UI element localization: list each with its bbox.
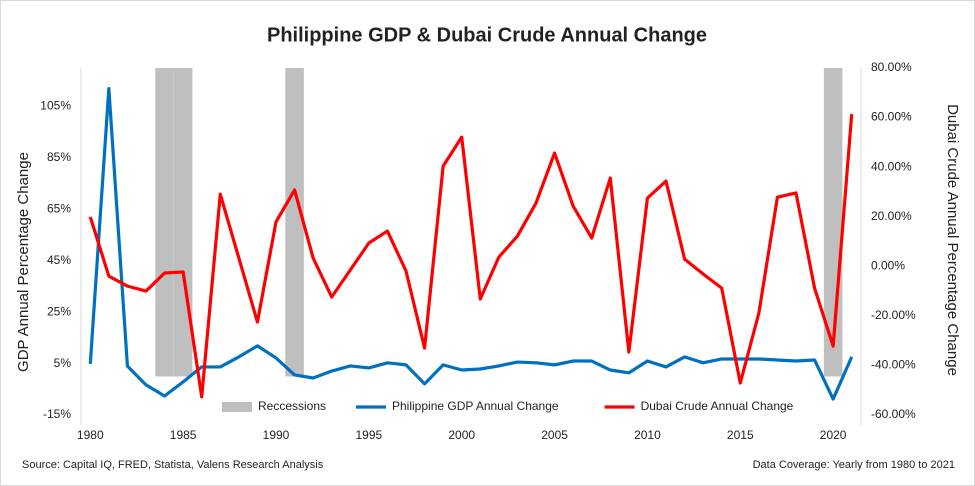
y2-tick-label: -40.00% xyxy=(871,358,916,372)
x-tick-label: 2000 xyxy=(448,428,475,442)
y-tick-label: 45% xyxy=(47,253,71,267)
y-axis-title: GDP Annual Percentage Change xyxy=(15,152,32,372)
x-tick-label: 1990 xyxy=(263,428,290,442)
coverage-note: Data Coverage: Yearly from 1980 to 2021 xyxy=(753,459,955,471)
y2-tick-label: 0.00% xyxy=(871,258,905,272)
x-tick-label: 2005 xyxy=(541,428,568,442)
x-tick-label: 2015 xyxy=(727,428,754,442)
y2-tick-label: -20.00% xyxy=(871,308,916,322)
y2-tick-label: 40.00% xyxy=(871,159,912,173)
y-tick-label: 5% xyxy=(54,356,72,370)
chart-title: Philippine GDP & Dubai Crude Annual Chan… xyxy=(267,24,707,46)
y2-tick-label: 60.00% xyxy=(871,110,912,124)
y-tick-label: 85% xyxy=(47,150,71,164)
series-line xyxy=(88,86,854,401)
legend-swatch xyxy=(222,402,252,412)
legend-label: Dubai Crude Annual Change xyxy=(641,399,794,413)
x-tick-label: 1985 xyxy=(170,428,197,442)
x-tick-label: 1995 xyxy=(356,428,383,442)
x-tick-label: 2020 xyxy=(820,428,847,442)
recession-bar xyxy=(155,68,174,377)
y2-tick-label: 80.00% xyxy=(871,60,912,74)
legend-label: Reccessions xyxy=(258,399,326,413)
y-tick-label: 105% xyxy=(40,99,71,113)
y-tick-label: 25% xyxy=(47,304,71,318)
x-tick-label: 1980 xyxy=(77,428,104,442)
y2-tick-label: -60.00% xyxy=(871,407,916,421)
x-tick-label: 2010 xyxy=(634,428,661,442)
y-tick-label: -15% xyxy=(43,407,71,421)
recession-bar xyxy=(173,68,193,377)
y2-axis-title: Dubai Crude Annual Percentage Change xyxy=(944,104,961,376)
legend-label: Philippine GDP Annual Change xyxy=(392,399,559,413)
recession-bar xyxy=(285,68,304,377)
y-tick-label: 65% xyxy=(47,202,71,216)
y2-tick-label: 20.00% xyxy=(871,209,912,223)
series-line xyxy=(88,113,854,399)
source-note: Source: Capital IQ, FRED, Statista, Vale… xyxy=(22,459,324,471)
